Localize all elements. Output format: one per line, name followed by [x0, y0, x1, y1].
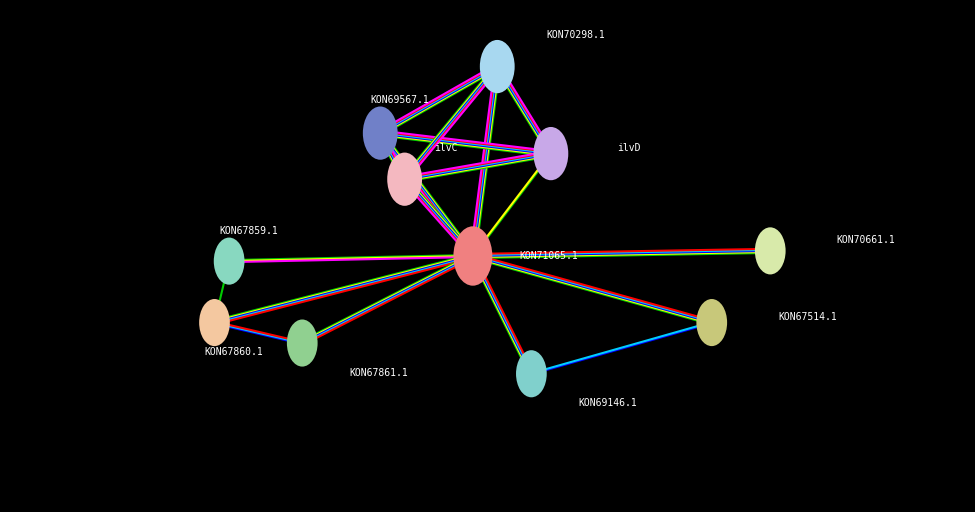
Text: KON67859.1: KON67859.1 [219, 226, 278, 237]
Ellipse shape [755, 227, 786, 274]
Text: KON67860.1: KON67860.1 [205, 347, 263, 357]
Ellipse shape [214, 238, 245, 285]
Text: KON69146.1: KON69146.1 [578, 398, 637, 409]
Text: KON71065.1: KON71065.1 [520, 251, 578, 261]
Ellipse shape [199, 299, 230, 346]
Text: KON70661.1: KON70661.1 [837, 234, 895, 245]
Ellipse shape [480, 40, 515, 93]
Ellipse shape [533, 127, 568, 180]
Text: KON67861.1: KON67861.1 [349, 368, 408, 378]
Ellipse shape [387, 153, 422, 206]
Ellipse shape [516, 350, 547, 397]
Ellipse shape [287, 319, 318, 367]
Text: ilvC: ilvC [434, 143, 457, 154]
Text: KON70298.1: KON70298.1 [546, 30, 604, 40]
Text: ilvD: ilvD [617, 143, 641, 154]
Ellipse shape [453, 226, 492, 286]
Ellipse shape [696, 299, 727, 346]
Text: KON69567.1: KON69567.1 [370, 95, 429, 105]
Ellipse shape [363, 106, 398, 160]
Text: KON67514.1: KON67514.1 [778, 312, 837, 323]
